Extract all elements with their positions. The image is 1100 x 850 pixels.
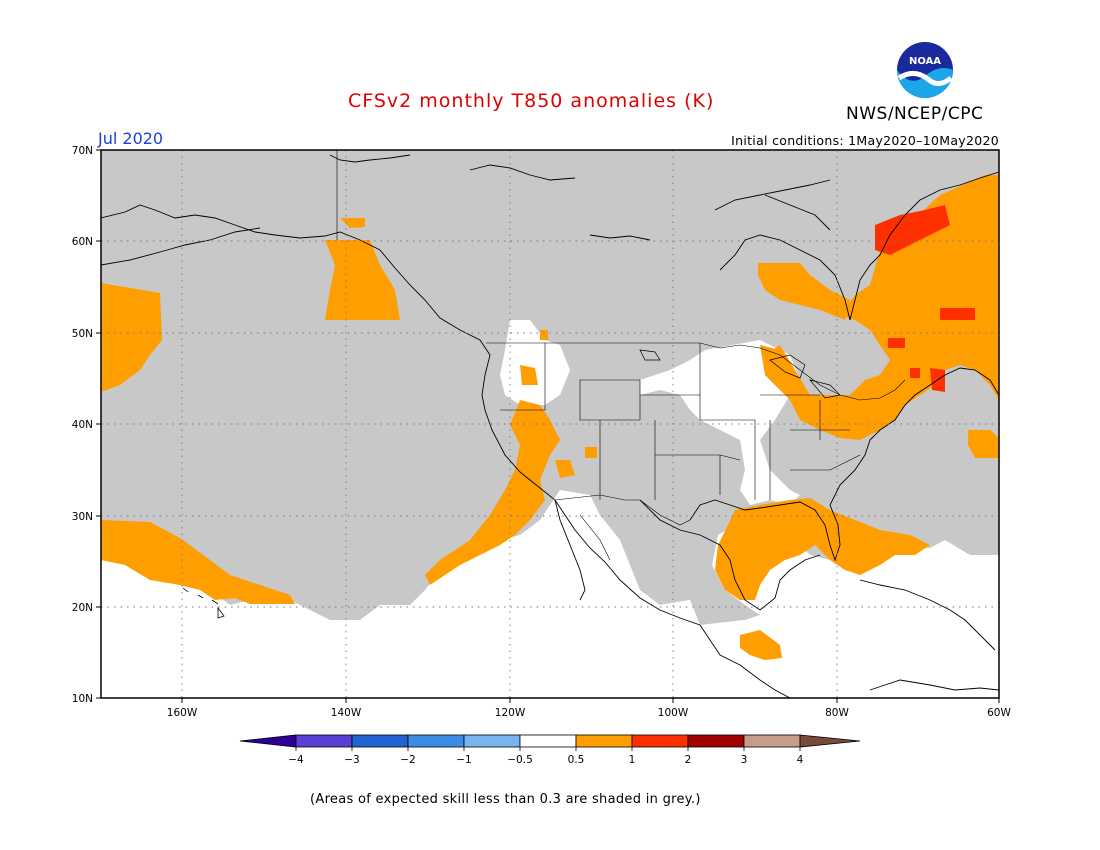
colorbar-label-1: −3 (344, 754, 359, 766)
colorbar-swatch-3 (407, 734, 465, 748)
initial-conditions: Initial conditions: 1May2020–10May2020 (731, 133, 999, 148)
colorbar-label-0: −4 (288, 754, 304, 766)
lat-label-20n: 20N (72, 602, 93, 614)
colorbar-swatch-10 (799, 734, 861, 748)
organization-label: NWS/NCEP/CPC (846, 104, 984, 124)
lon-label-80w: 80W (825, 707, 849, 719)
colorbar-label-9: 4 (797, 754, 804, 766)
graticule (101, 150, 999, 698)
lat-label-40n: 40N (72, 419, 93, 431)
lon-label-140w: 140W (331, 707, 362, 719)
colorbar-swatch-6 (575, 734, 633, 748)
borders (336, 150, 906, 561)
colorbar-label-5: 0.5 (568, 754, 585, 766)
colorbar-label-6: 1 (629, 754, 636, 766)
colorbar-swatch-4 (463, 734, 521, 748)
colorbar-label-7: 2 (685, 754, 692, 766)
footnote: (Areas of expected skill less than 0.3 a… (310, 792, 701, 807)
map-title: CFSv2 monthly T850 anomalies (K) (348, 90, 715, 112)
lat-label-30n: 30N (72, 511, 93, 523)
lat-label-70n: 70N (72, 145, 93, 157)
colorbar-label-2: −2 (400, 754, 415, 766)
coastlines (101, 154, 999, 698)
lon-label-60w: 60W (987, 707, 1011, 719)
lat-label-50n: 50N (72, 328, 93, 340)
colorbar-swatch-9 (743, 734, 801, 748)
colorbar-swatch-0 (239, 734, 297, 748)
colorbar-swatch-7 (631, 734, 689, 748)
colorbar-label-8: 3 (741, 754, 748, 766)
lon-label-100w: 100W (658, 707, 689, 719)
colorbar-swatch-1 (295, 734, 353, 748)
colorbar-swatch-2 (351, 734, 409, 748)
forecast-month: Jul 2020 (98, 129, 164, 148)
colorbar-label-3: −1 (456, 754, 471, 766)
colorbar-swatch-8 (687, 734, 745, 748)
lon-label-120w: 120W (495, 707, 526, 719)
lat-label-10n: 10N (72, 693, 93, 705)
lon-label-160w: 160W (167, 707, 198, 719)
colorbar (239, 734, 861, 748)
colorbar-swatch-5 (519, 734, 577, 748)
strong-warm-anomaly-regions (875, 205, 975, 392)
colorbar-label-4: −0.5 (507, 754, 533, 766)
lat-label-60n: 60N (72, 236, 93, 248)
